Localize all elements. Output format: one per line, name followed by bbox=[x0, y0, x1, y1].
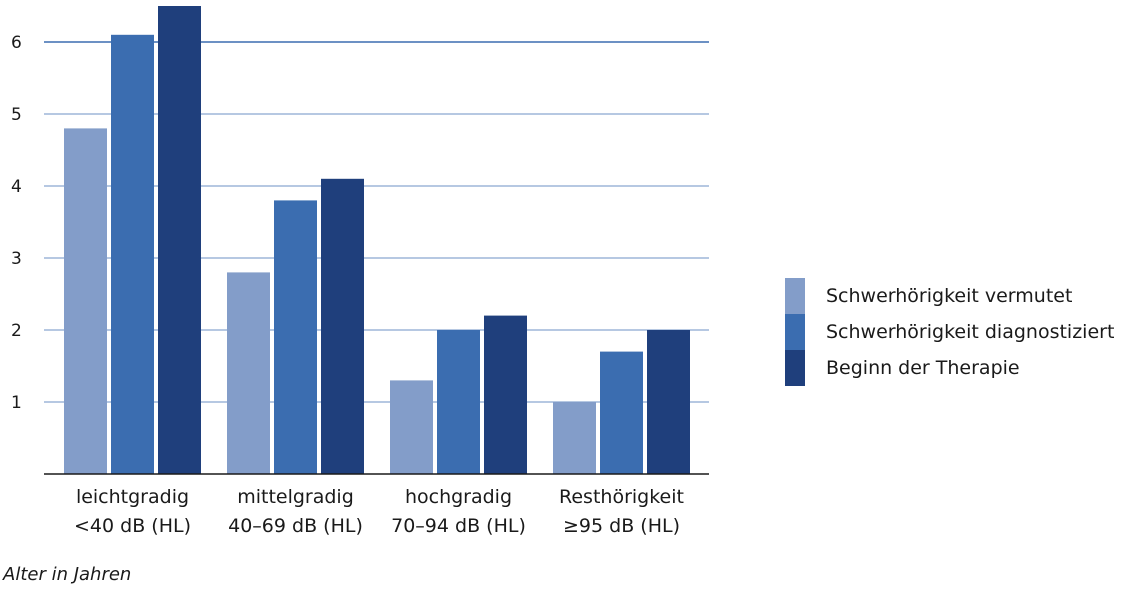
bar-chart: 1 2 3 4 5 6 leichtgradig <40 dB (HL) mittelgrad… bbox=[11, 6, 709, 537]
legend: Schwerhörigkeit vermutet Schwerhörigkeit… bbox=[785, 278, 1114, 386]
category-label: 70–94 dB (HL) bbox=[391, 515, 526, 537]
category-label: <40 dB (HL) bbox=[74, 515, 191, 537]
bar-1-3 bbox=[390, 380, 433, 474]
y-axis-label: Alter in Jahren bbox=[3, 564, 132, 585]
category-label: hochgradig bbox=[405, 486, 512, 508]
y-tick-label: 2 bbox=[11, 321, 22, 341]
bar-2-4 bbox=[600, 351, 643, 474]
x-category-labels: leichtgradig <40 dB (HL) mittelgradig 40–69… bbox=[74, 486, 684, 537]
legend-label-therapie: Beginn der Therapie bbox=[826, 357, 1020, 379]
y-tick-labels: 1 2 3 4 5 6 bbox=[11, 33, 22, 413]
bar-1-4 bbox=[553, 402, 596, 474]
legend-swatch-diagnostiziert bbox=[785, 314, 805, 350]
grid-lines bbox=[44, 41, 709, 403]
bar-3-3 bbox=[484, 315, 527, 474]
legend-label-diagnostiziert: Schwerhörigkeit diagnostiziert bbox=[826, 321, 1115, 343]
legend-item-therapie: Beginn der Therapie bbox=[785, 350, 1114, 386]
y-tick-label: 3 bbox=[11, 249, 22, 269]
legend-item-diagnostiziert: Schwerhörigkeit diagnostiziert bbox=[785, 314, 1114, 350]
bar-1-1 bbox=[64, 128, 107, 474]
category-label: mittelgradig bbox=[237, 486, 354, 508]
bar-1-2 bbox=[227, 272, 270, 474]
category-label: 40–69 dB (HL) bbox=[228, 515, 363, 537]
bar-2-3 bbox=[437, 330, 480, 474]
y-tick-label: 1 bbox=[11, 393, 22, 413]
legend-label-vermutet: Schwerhörigkeit vermutet bbox=[826, 285, 1073, 307]
bars bbox=[64, 6, 690, 475]
bar-2-2 bbox=[274, 200, 317, 474]
legend-swatch-vermutet bbox=[785, 278, 805, 314]
y-tick-label: 6 bbox=[11, 33, 22, 53]
bar-3-4 bbox=[647, 330, 690, 474]
bar-2-1 bbox=[111, 34, 154, 475]
legend-swatch-therapie bbox=[785, 350, 805, 386]
category-label: Resthörigkeit bbox=[559, 486, 684, 508]
y-tick-label: 5 bbox=[11, 105, 22, 125]
y-tick-label: 4 bbox=[11, 177, 22, 197]
legend-item-vermutet: Schwerhörigkeit vermutet bbox=[785, 278, 1114, 314]
bar-3-1 bbox=[158, 6, 201, 474]
bar-3-2 bbox=[321, 178, 364, 475]
category-label: leichtgradig bbox=[76, 486, 189, 508]
category-label: ≥95 dB (HL) bbox=[563, 515, 680, 537]
